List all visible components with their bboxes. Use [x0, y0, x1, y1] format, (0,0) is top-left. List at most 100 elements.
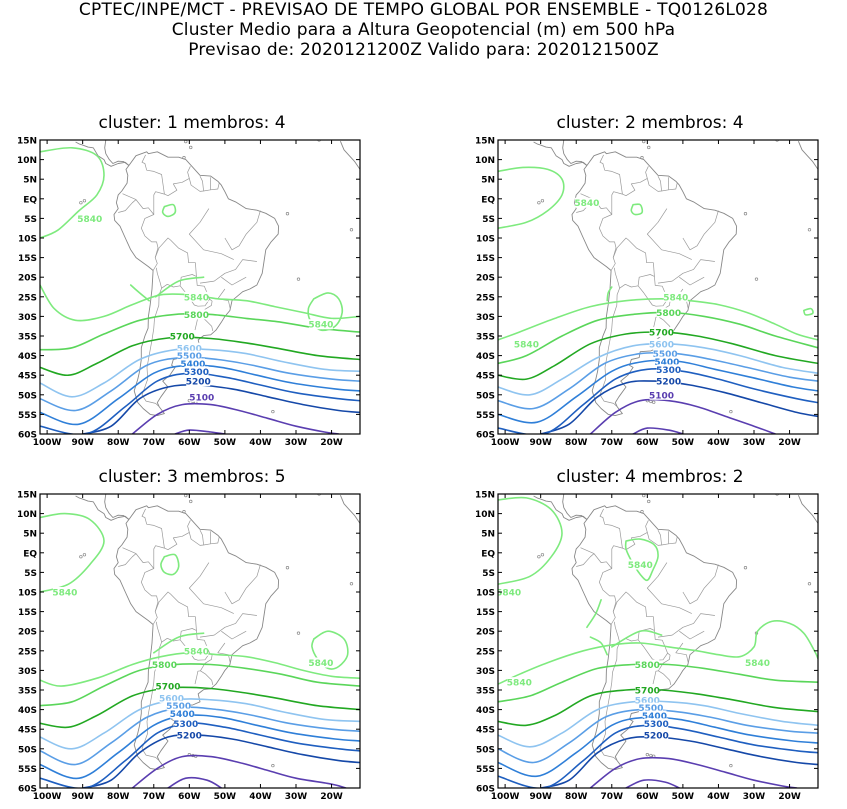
contour-label: 5700 [155, 683, 180, 693]
country-border [189, 178, 219, 191]
lon-tick-label: 60W [178, 438, 201, 448]
lat-tick-label: 25S [18, 647, 37, 657]
contour-5100 [590, 400, 775, 434]
island [642, 140, 645, 143]
country-border [679, 631, 704, 639]
lon-tick-label: 80W [565, 792, 588, 802]
contour-label: 5840 [507, 679, 532, 689]
lon-tick-label: 80W [107, 792, 130, 802]
contour-label: 5300 [173, 720, 198, 730]
contour-label: 5800 [635, 661, 660, 671]
country-border [225, 565, 261, 604]
contour-5840 [131, 285, 150, 301]
island [350, 228, 353, 231]
contour-label: 5700 [649, 329, 674, 339]
contour-label: 5840 [308, 659, 333, 669]
island [80, 201, 83, 204]
map-cluster-4: 5840584058405840580057005600550054005300… [460, 491, 845, 809]
map-frame [40, 140, 360, 434]
country-border [118, 548, 136, 567]
lon-tick-label: 80W [107, 438, 130, 448]
lat-tick-label: 10N [17, 156, 37, 166]
country-border [658, 614, 715, 638]
lat-tick-label: 5N [481, 530, 495, 540]
contour-5840 [631, 204, 642, 214]
lat-tick-label: 15N [17, 491, 37, 501]
contour-label: 5300 [644, 720, 669, 730]
coastline [105, 140, 129, 166]
island [83, 199, 86, 202]
lon-tick-label: 60W [178, 792, 201, 802]
map-layer: 5840584058405800570056005500540053005200… [498, 137, 818, 435]
lat-tick-label: 20S [18, 274, 37, 284]
island [642, 494, 645, 497]
figure-header: CPTEC/INPE/MCT - PREVISAO DE TEMPO GLOBA… [0, 0, 847, 60]
contour-5840 [498, 497, 562, 584]
lat-tick-label: 35S [18, 687, 37, 697]
contour-label: 5300 [656, 366, 681, 376]
country-border [225, 211, 261, 250]
lon-tick-label: 100W [33, 438, 62, 448]
lat-tick-label: 40S [18, 352, 37, 362]
lat-tick-label: 15N [475, 491, 495, 501]
lat-tick-label: 45S [18, 372, 37, 382]
panel-title: cluster: 4 membros: 2 [460, 467, 840, 487]
lon-tick-label: 70W [143, 792, 166, 802]
lat-tick-label: 5S [482, 569, 495, 579]
lon-tick-label: 40W [707, 438, 730, 448]
lon-tick-label: 40W [707, 792, 730, 802]
panel-title: cluster: 3 membros: 5 [2, 467, 382, 487]
island [83, 553, 86, 556]
contour-label: 5800 [184, 311, 209, 321]
country-border [658, 260, 715, 284]
coastline [534, 496, 587, 520]
lon-tick-label: 90W [529, 792, 552, 802]
lat-tick-label: 40S [476, 706, 495, 716]
country-border [142, 155, 164, 194]
country-border [200, 671, 212, 685]
coastline [114, 506, 279, 770]
country-border [200, 260, 257, 284]
country-border [200, 614, 257, 638]
country-border [600, 155, 622, 194]
lat-tick-label: 35S [476, 333, 495, 343]
map-frame [498, 494, 818, 788]
contour-label: 5840 [77, 215, 102, 225]
coastline [798, 495, 818, 523]
country-border [683, 565, 719, 604]
country-border [221, 277, 246, 285]
lat-tick-label: 10N [475, 510, 495, 520]
contour-label: 5200 [186, 378, 211, 388]
lat-tick-label: 50S [476, 745, 495, 755]
lat-tick-label: 15S [18, 608, 37, 618]
contour-label: 5840 [514, 340, 539, 350]
header-line-1: CPTEC/INPE/MCT - PREVISAO DE TEMPO GLOBA… [0, 0, 847, 20]
island [730, 410, 733, 413]
contour-5840 [498, 167, 564, 228]
contour-label: 5840 [574, 199, 599, 209]
lon-tick-label: 60W [636, 792, 659, 802]
lon-tick-label: 20W [320, 438, 343, 448]
lon-tick-label: 40W [249, 438, 272, 448]
lon-tick-label: 20W [778, 792, 801, 802]
contour-5840 [40, 514, 104, 592]
lat-tick-label: 50S [476, 391, 495, 401]
coastline [340, 141, 360, 169]
lon-tick-label: 20W [778, 438, 801, 448]
lon-tick-label: 90W [529, 438, 552, 448]
country-border [218, 643, 230, 663]
map-cluster-2: 5840584058405800570056005500540053005200… [460, 137, 845, 455]
lat-tick-label: 5S [24, 569, 37, 579]
lon-tick-label: 90W [71, 438, 94, 448]
country-border [155, 238, 196, 288]
lon-tick-label: 100W [491, 792, 520, 802]
lat-tick-label: 10S [476, 589, 495, 599]
contour-5000 [633, 428, 683, 434]
lat-tick-label: 5N [23, 176, 37, 186]
contour-5100 [132, 404, 338, 434]
island [272, 764, 275, 767]
contour-label: 5840 [184, 293, 209, 303]
